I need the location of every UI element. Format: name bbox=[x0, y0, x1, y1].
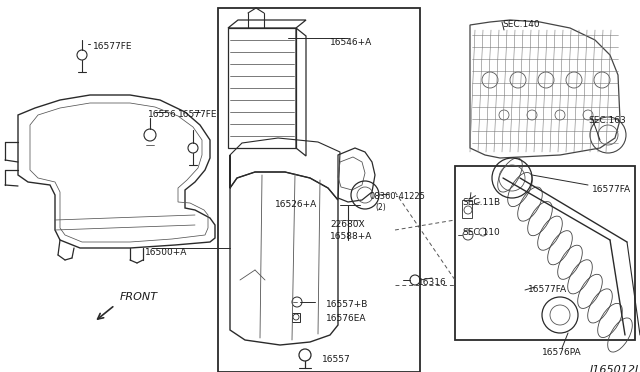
Text: 16500+A: 16500+A bbox=[145, 248, 188, 257]
Text: 16557+B: 16557+B bbox=[326, 300, 369, 309]
Text: 16577FA: 16577FA bbox=[592, 185, 631, 194]
Text: SEC.11B: SEC.11B bbox=[462, 198, 500, 207]
Text: FRONT: FRONT bbox=[120, 292, 158, 302]
Text: 16557: 16557 bbox=[322, 355, 351, 364]
Text: 22680X: 22680X bbox=[330, 220, 365, 229]
Text: 16577FA: 16577FA bbox=[528, 285, 567, 294]
Text: 16316: 16316 bbox=[418, 278, 447, 287]
Text: 16556: 16556 bbox=[148, 110, 177, 119]
Text: SEC.140: SEC.140 bbox=[502, 20, 540, 29]
Text: 16577FE: 16577FE bbox=[178, 110, 218, 119]
Text: SEC.163: SEC.163 bbox=[588, 116, 626, 125]
Bar bbox=[455, 166, 635, 340]
Text: 16588+A: 16588+A bbox=[330, 232, 372, 241]
Text: (2): (2) bbox=[375, 203, 386, 212]
Text: SEC.110: SEC.110 bbox=[462, 228, 500, 237]
Text: 08360-41225: 08360-41225 bbox=[370, 192, 426, 201]
Text: 16576PA: 16576PA bbox=[542, 348, 582, 357]
Text: J165012J: J165012J bbox=[590, 365, 639, 372]
Text: 16526+A: 16526+A bbox=[275, 200, 317, 209]
Text: 16576EA: 16576EA bbox=[326, 314, 367, 323]
Text: 16546+A: 16546+A bbox=[330, 38, 372, 47]
Bar bbox=[218, 8, 420, 372]
Text: 16577FE: 16577FE bbox=[93, 42, 132, 51]
